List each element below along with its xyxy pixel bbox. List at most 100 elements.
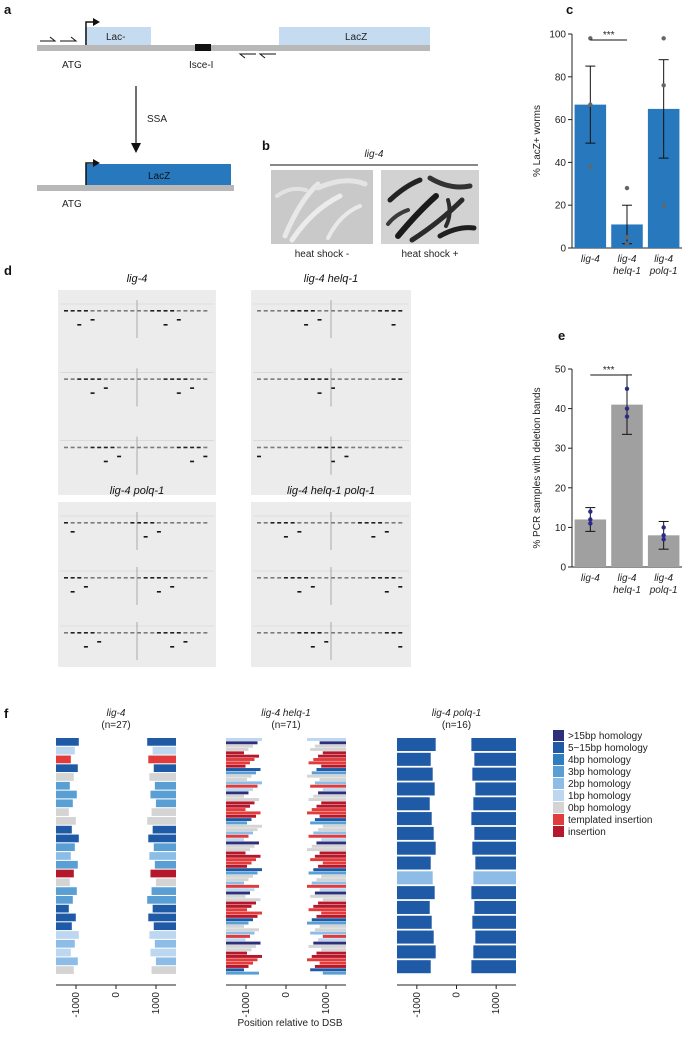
f-row-left	[226, 771, 256, 775]
f-row-right	[471, 886, 516, 900]
f-row-right	[314, 818, 346, 822]
data-point	[624, 414, 630, 419]
f-row-right	[311, 954, 346, 958]
gel-band	[364, 577, 369, 579]
gel-band	[150, 632, 155, 634]
f-row-left	[226, 874, 253, 878]
f-row-right	[471, 738, 516, 752]
f-row-right	[151, 887, 176, 895]
gel-band	[103, 522, 108, 524]
f-row-left	[226, 834, 249, 838]
f-row-left	[226, 914, 258, 918]
gel-band-deletion	[70, 531, 75, 533]
f-row-left	[56, 878, 70, 887]
gel-band	[156, 522, 161, 524]
gel-band	[371, 522, 376, 524]
lacz-top-box	[279, 27, 430, 45]
gel-band-deletion	[143, 536, 148, 538]
f-row-right	[472, 915, 516, 929]
gel-band	[270, 522, 275, 524]
f-x-tick-label: 0	[111, 992, 122, 998]
gel-band	[150, 310, 155, 312]
f-row-right	[310, 931, 346, 935]
f-row-left	[56, 887, 77, 895]
legend-swatch	[553, 802, 564, 813]
gel-band	[196, 522, 201, 524]
f-row-right	[321, 764, 346, 768]
gel-band	[143, 632, 148, 634]
gel-band	[150, 378, 155, 380]
panel-label-e: e	[558, 328, 565, 343]
gel-band	[277, 310, 282, 312]
data-point	[624, 235, 630, 240]
gel-band	[143, 310, 148, 312]
gel-band	[203, 632, 208, 634]
gel-band	[351, 378, 356, 380]
f-row-left	[56, 843, 75, 852]
gel-band	[378, 577, 383, 579]
gel-band	[90, 632, 95, 634]
f-row-left	[397, 856, 431, 870]
gel-band	[196, 446, 201, 449]
f-row-right	[473, 797, 516, 811]
gel-band	[357, 378, 362, 380]
gel-band	[130, 310, 135, 312]
caption-heat-shock-minus: heat shock -	[295, 249, 349, 260]
gel-band	[391, 446, 396, 449]
gel-band-deletion	[176, 392, 181, 394]
gel-band	[304, 522, 309, 524]
f-row-left	[226, 861, 252, 865]
category-label: polq-1	[649, 585, 678, 596]
f-row-right	[475, 782, 516, 796]
gel-band	[398, 632, 403, 634]
gel-band-deletion	[203, 455, 208, 458]
gel-band	[70, 378, 75, 380]
gel-band	[297, 446, 302, 449]
gel-band	[90, 577, 95, 579]
f-row-left	[226, 948, 252, 952]
gel-band	[310, 310, 315, 312]
atg-top-label: ATG	[62, 60, 82, 71]
f-row-right	[147, 738, 176, 746]
y-tick-label: 40	[555, 404, 567, 415]
f-row-left	[226, 918, 253, 922]
f-row-right	[154, 781, 176, 790]
f-row-right	[152, 825, 176, 834]
gel-band	[257, 310, 261, 312]
gel-band	[190, 378, 195, 380]
gel-band	[257, 577, 261, 579]
gel-band	[337, 378, 342, 380]
gel-band	[297, 522, 302, 524]
f-row-left	[226, 778, 247, 781]
f-row-left	[56, 738, 79, 746]
f-row-right	[318, 864, 346, 868]
gel-band	[263, 522, 268, 524]
f-row-right	[318, 901, 346, 905]
gel-band	[391, 378, 396, 380]
gel-band	[337, 577, 342, 579]
gel-band	[257, 522, 261, 524]
f-row-left	[226, 894, 246, 898]
legend-label: 4bp homology	[568, 755, 631, 766]
y-tick-label: 0	[560, 563, 566, 574]
gel-band	[364, 522, 369, 524]
legend-swatch	[553, 778, 564, 789]
f-row-right	[318, 754, 346, 758]
f-x-tick-label: -1000	[71, 992, 82, 1018]
gel-band	[371, 577, 376, 579]
f-row-right	[311, 808, 346, 812]
gel-band	[283, 446, 288, 449]
gel-band	[344, 577, 349, 579]
gel-band-deletion	[331, 387, 335, 389]
f-row-right	[310, 784, 346, 788]
gel-band	[283, 310, 288, 312]
f-row-right	[319, 741, 346, 745]
gel-band	[163, 378, 168, 380]
gel-band	[304, 378, 309, 380]
f-row-left	[226, 851, 246, 855]
gel-band	[317, 577, 322, 579]
gel-band	[270, 310, 275, 312]
f-row-right	[307, 958, 346, 962]
legend-swatch	[553, 814, 564, 825]
photo-heat-shock-minus	[271, 170, 373, 244]
